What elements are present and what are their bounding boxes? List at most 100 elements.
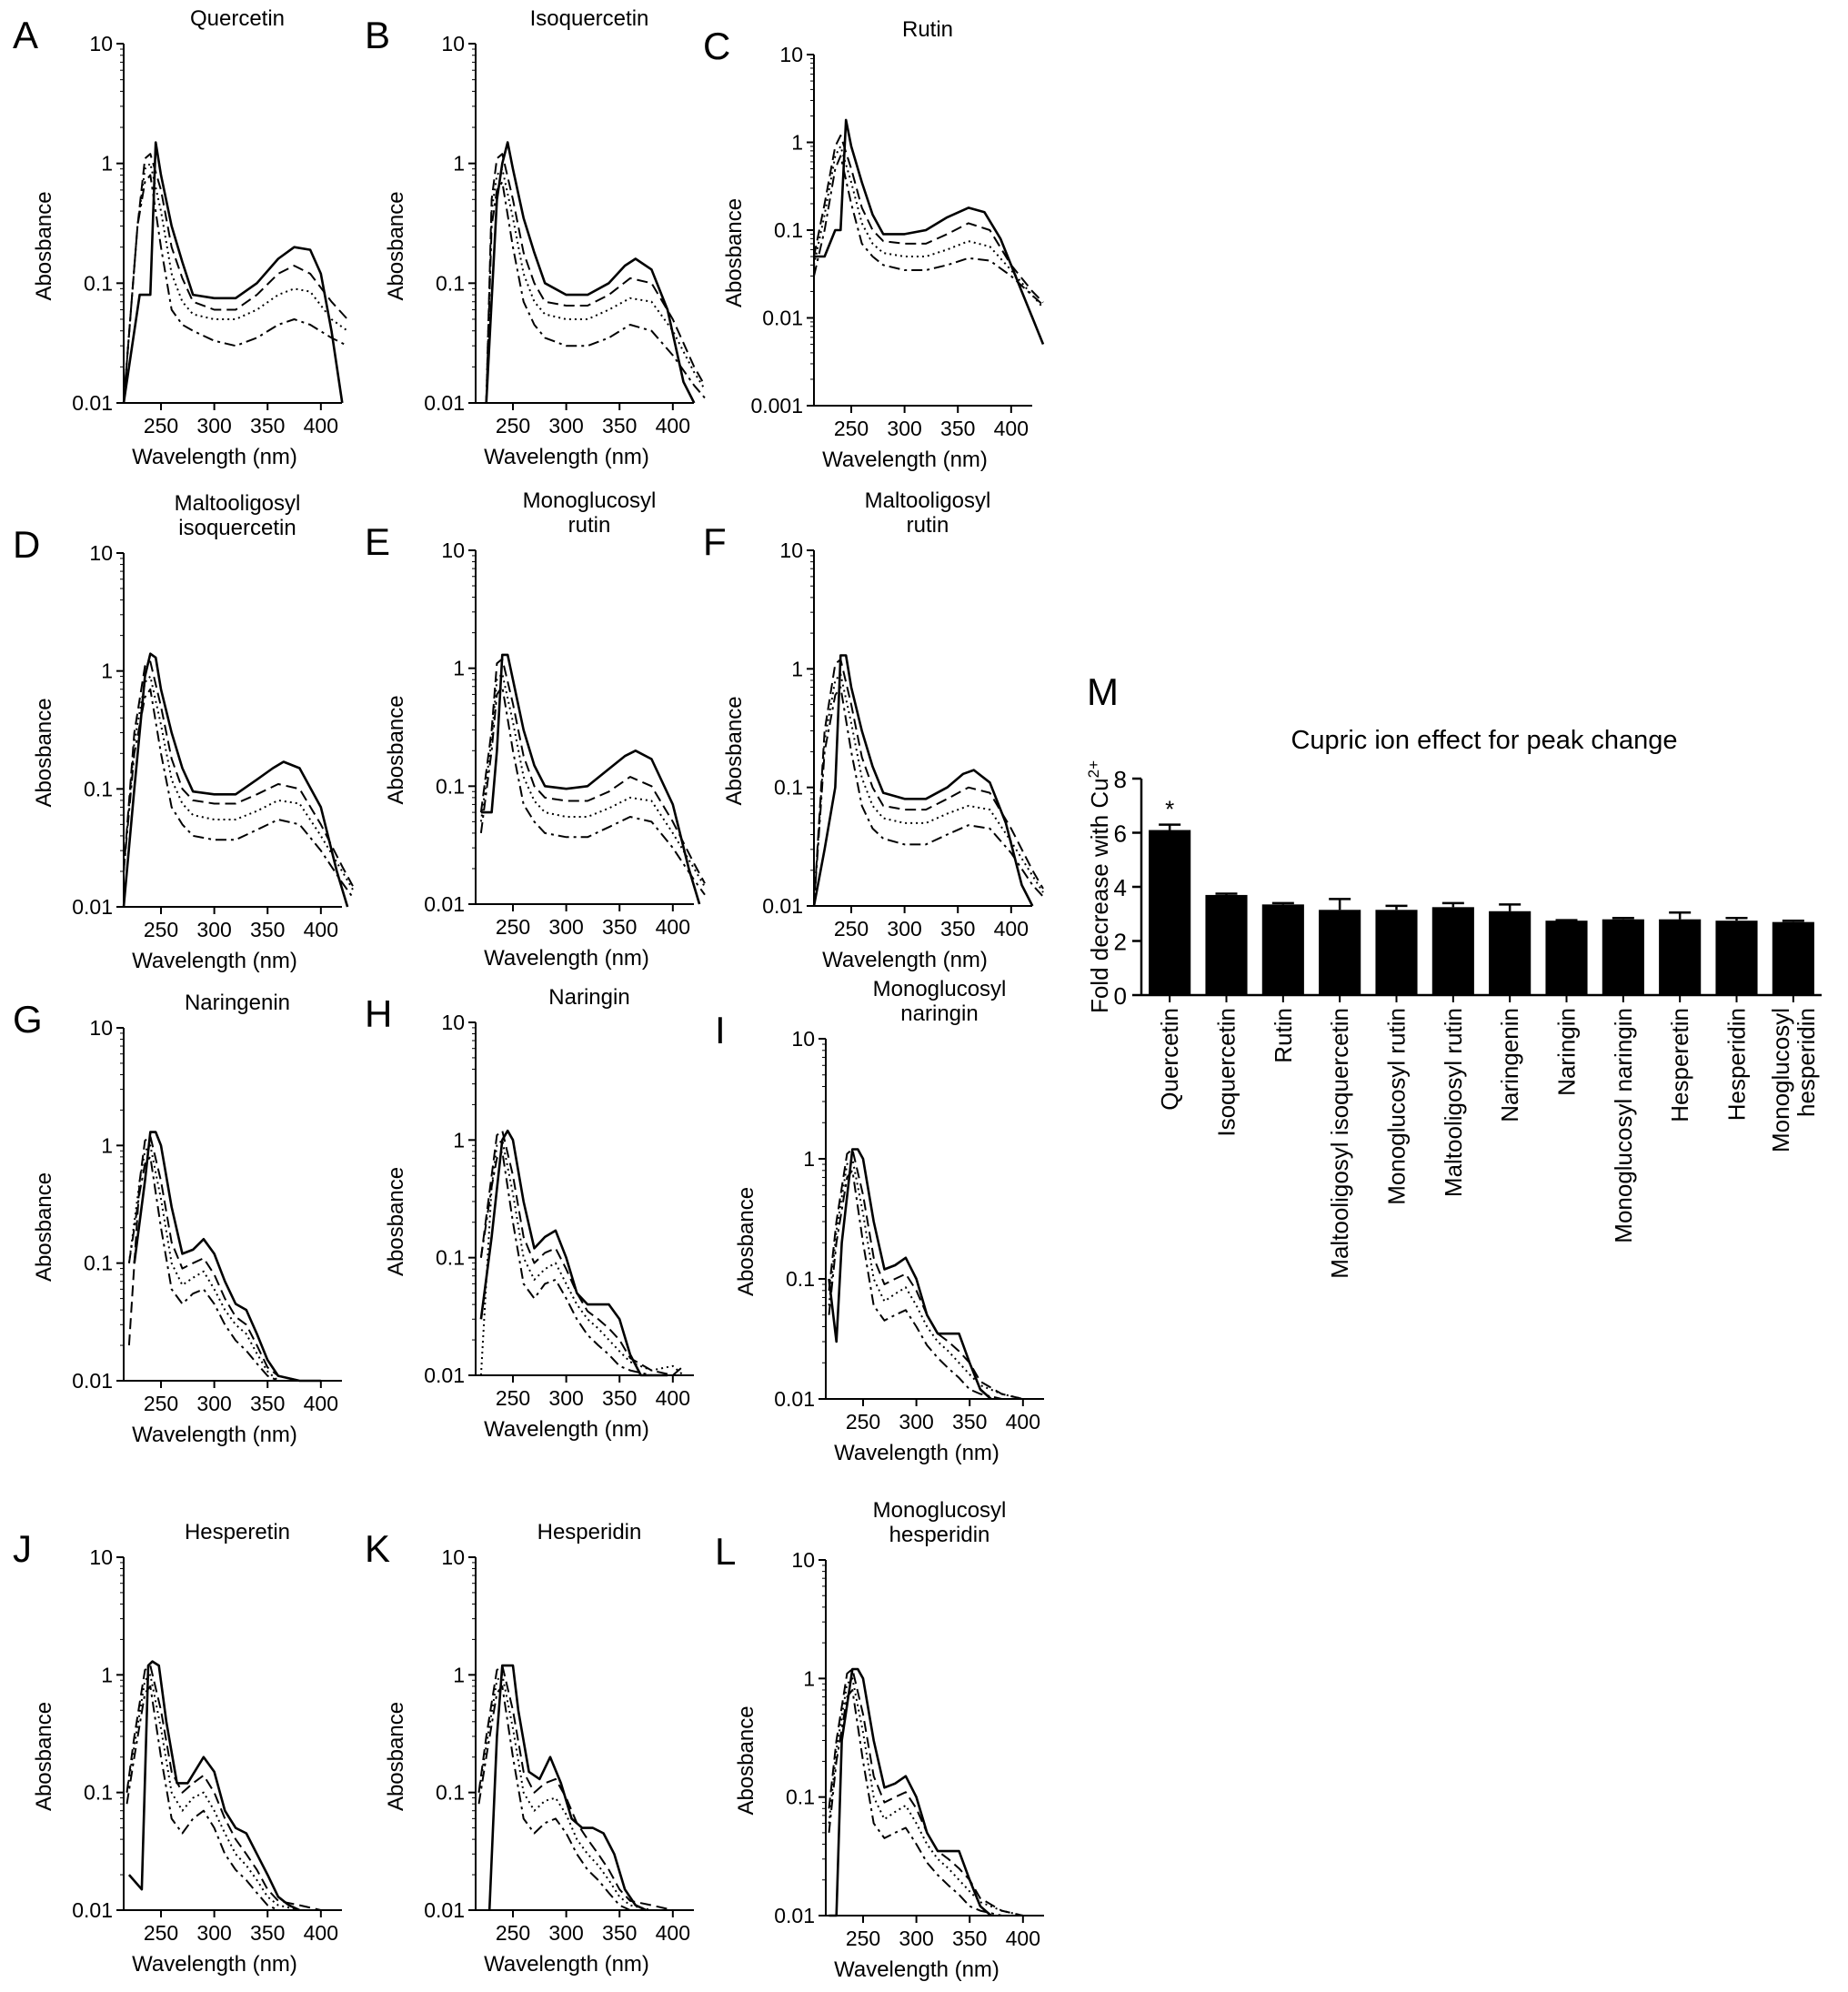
series-dotted-line [828, 1158, 1024, 1400]
series-dotted-line [127, 1144, 321, 1382]
series-dash-dot-line [813, 155, 1044, 307]
y-tick-label: 10 [89, 541, 113, 565]
y-tick-label: 4 [1114, 874, 1127, 901]
y-axis-label: Abosbance [32, 698, 56, 807]
x-tick-label: 350 [250, 414, 285, 438]
panel-letter: B [365, 14, 390, 56]
y-tick-label: 1 [791, 657, 803, 680]
series-dotted-line [479, 1139, 685, 1376]
panel-letter: C [703, 25, 730, 67]
y-tick-label: 10 [89, 32, 113, 55]
series-dashed-line [485, 153, 706, 404]
x-tick-label: 300 [548, 915, 583, 939]
bar [1261, 904, 1304, 995]
y-tick-label: 1 [453, 657, 465, 680]
y-axis-label: Abosbance [384, 1702, 408, 1811]
series-dashed-line [127, 1135, 321, 1382]
series-dotted-line [123, 162, 348, 404]
x-tick-label: 250 [834, 917, 869, 941]
series-solid-line [812, 654, 1034, 907]
y-tick-label: 0.01 [774, 1387, 815, 1411]
series-dashed-line [479, 1130, 685, 1376]
y-tick-label: 0 [1114, 982, 1127, 1010]
series-solid-line [828, 1148, 992, 1400]
panel-letter: A [13, 14, 38, 56]
bar [1205, 894, 1248, 995]
x-tick-label: Naringin [1553, 1008, 1581, 1096]
x-tick-label: 350 [602, 414, 637, 438]
x-axis-label: Wavelength (nm) [834, 1957, 999, 1982]
significance-mark: * [1165, 796, 1174, 823]
x-tick-label: 250 [496, 915, 530, 939]
x-tick-label: 300 [548, 1921, 583, 1945]
y-tick-label: 10 [779, 538, 803, 562]
x-tick-label: 400 [304, 414, 338, 438]
series-dotted-line [485, 167, 706, 404]
series-dashed-line [813, 659, 1044, 907]
y-tick-label: 0.1 [436, 271, 465, 295]
panel-title: naringin [900, 1001, 978, 1026]
y-tick-label: 0.01 [762, 307, 803, 330]
y-tick-label: 10 [791, 1027, 815, 1051]
panel-h: H Naringin 10 1 0.1 0.01 250 300 350 400 Wavelengt… [365, 985, 694, 1442]
panel-title: Monoglucosyl [873, 1498, 1007, 1523]
x-axis-label: Wavelength (nm) [484, 1952, 649, 1977]
series-solid-line [814, 118, 1045, 345]
y-tick-label: 0.1 [786, 1786, 815, 1809]
y-tick-label: 0.1 [436, 774, 465, 798]
y-tick-label: 0.1 [774, 776, 803, 800]
series-dash-dot-line [123, 688, 354, 899]
series-dashed-line [477, 1665, 674, 1911]
y-axis-label: Abosbance [722, 198, 747, 307]
panel-title: Maltooligosyl [865, 488, 991, 513]
series-solid-line [122, 652, 349, 908]
y-tick-label: 1 [453, 1663, 465, 1686]
y-tick-label: 0.01 [424, 391, 465, 415]
panel-letter: M [1087, 670, 1119, 713]
x-tick-label: 300 [548, 1386, 583, 1410]
panel-title: hesperidin [889, 1523, 990, 1547]
panel-title: Naringin [548, 985, 629, 1010]
bar [1319, 910, 1361, 995]
y-tick-label: 0.01 [72, 1369, 113, 1393]
x-tick-label: Monoglucosyl naringin [1610, 1008, 1637, 1243]
y-tick-label: 10 [441, 1545, 465, 1569]
panel-letter: F [703, 520, 727, 563]
series-dotted-line [813, 673, 1044, 907]
x-tick-label: 400 [304, 1392, 338, 1415]
panel-k: K Hesperidin 10 1 0.1 0.01 250 300 350 400 Wavelen… [365, 1520, 694, 1977]
y-axis-label: Abosbance [722, 696, 747, 805]
x-axis-label: Wavelength (nm) [484, 1417, 649, 1442]
bar [1489, 910, 1532, 995]
y-tick-label: 10 [89, 1545, 113, 1569]
y-tick-label: 1 [101, 659, 113, 683]
y-tick-label: 1 [101, 1663, 113, 1686]
x-tick-label: 250 [144, 918, 178, 941]
x-axis-label: Wavelength (nm) [822, 448, 988, 472]
y-tick-label: 0.1 [84, 777, 113, 800]
series-solid-line [122, 141, 344, 404]
x-tick-label: 350 [952, 1410, 987, 1434]
panel-letter: E [365, 520, 390, 563]
y-tick-label: 0.1 [84, 271, 113, 295]
series-dash-dot-line [127, 1155, 321, 1382]
x-axis-label: Wavelength (nm) [132, 949, 297, 973]
y-tick-label: 0.1 [84, 1252, 113, 1275]
x-tick-label: 250 [144, 1921, 178, 1945]
series-dash-dot-line [479, 685, 706, 896]
y-tick-label: 10 [441, 32, 465, 55]
x-tick-label: 400 [656, 1386, 690, 1410]
series-dotted-line [126, 1674, 321, 1911]
x-tick-label: 350 [940, 917, 975, 941]
x-axis-label: Wavelength (nm) [484, 946, 649, 971]
y-tick-label: 1 [101, 152, 113, 176]
x-tick-label: 400 [1006, 1410, 1040, 1434]
bar [1715, 921, 1758, 995]
x-tick-label: Quercetin [1156, 1008, 1183, 1111]
y-tick-label: 0.1 [786, 1267, 815, 1291]
x-axis-label: Wavelength (nm) [132, 1952, 297, 1977]
bar [1602, 919, 1644, 995]
y-axis-label: Abosbance [384, 695, 408, 804]
x-tick-label: 300 [196, 918, 231, 941]
